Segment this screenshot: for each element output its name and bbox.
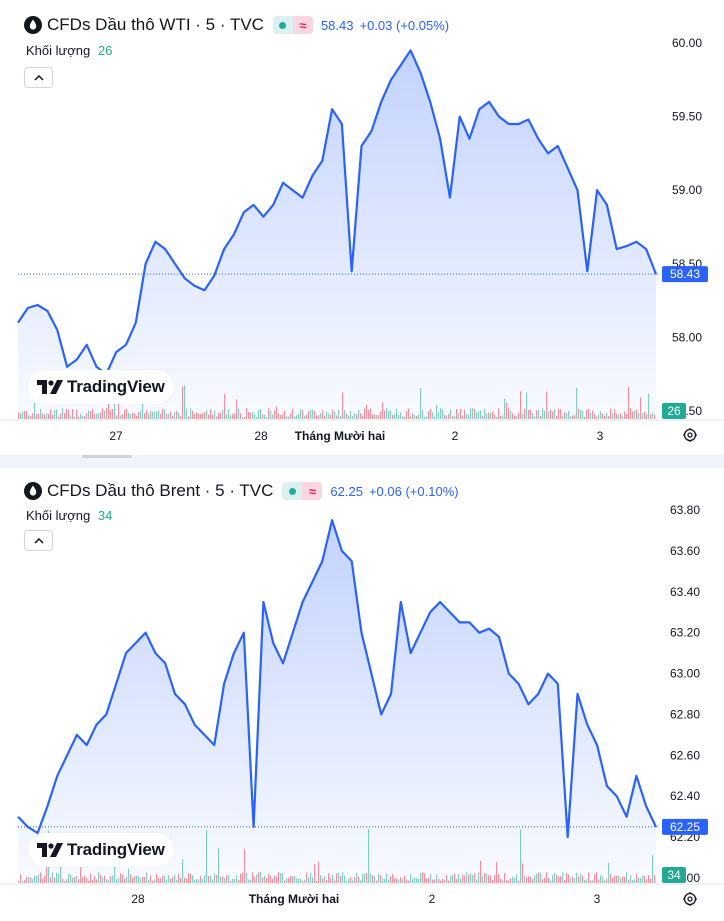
oil-drop-icon xyxy=(24,482,42,500)
market-open-dot-icon xyxy=(272,16,293,34)
gear-icon[interactable] xyxy=(682,427,698,443)
brent-volume-label: Khối lượng xyxy=(26,508,91,523)
wti-price-change: +0.03 (+0.05%) xyxy=(359,17,450,33)
brent-y-axis[interactable]: 63.80 63.60 63.40 63.20 63.00 62.80 62.60 62.40… xyxy=(670,503,700,885)
brent-plot[interactable]: 63.80 63.60 63.40 63.20 63.00 62.80 62.60 62.40… xyxy=(0,468,724,921)
wti-symbol-title[interactable]: CFDs Dầu thô WTI · 5 · TVC xyxy=(47,15,264,34)
brent-price-change: +0.06 (+0.10%) xyxy=(368,483,459,499)
wti-tradingview-logo[interactable]: TradingView xyxy=(28,370,174,404)
brent-y-tick-1: 63.60 xyxy=(670,544,700,558)
wti-volume-tag: 26 xyxy=(662,403,686,419)
brent-y-tick-4: 63.00 xyxy=(670,667,700,681)
brent-x-tick-0: 28 xyxy=(131,892,145,906)
wti-price-tag: 58.43 xyxy=(662,266,708,283)
approx-icon: ≈ xyxy=(302,482,323,500)
approx-icon: ≈ xyxy=(292,16,313,34)
brent-volume-legend: Khối lượng 34 xyxy=(26,508,112,523)
brent-price-area xyxy=(18,520,656,883)
brent-y-tick-5: 62.80 xyxy=(670,707,700,721)
brent-x-tick-3: 3 xyxy=(594,892,601,906)
brent-x-tick-1: Tháng Mười hai xyxy=(249,892,340,906)
tradingview-logo-icon xyxy=(37,380,63,394)
wti-x-tick-4: 3 xyxy=(597,429,604,443)
brent-status-badges[interactable]: ≈ xyxy=(282,482,323,500)
brent-symbol-title[interactable]: CFDs Dầu thô Brent · 5 · TVC xyxy=(47,481,274,500)
wti-x-tick-0: 27 xyxy=(109,429,123,443)
brent-y-tick-6: 62.60 xyxy=(670,748,700,762)
wti-volume-legend: Khối lượng 26 xyxy=(26,43,112,58)
brent-volume-tag-text: 34 xyxy=(667,868,681,882)
brent-price-tag: 62.25 xyxy=(662,818,708,835)
wti-x-tick-3: 2 xyxy=(452,429,459,443)
brent-collapse-legend-button[interactable] xyxy=(24,530,53,551)
market-open-dot-icon xyxy=(282,482,303,500)
wti-volume-value: 26 xyxy=(97,43,113,58)
panel-divider-handle[interactable] xyxy=(82,455,132,458)
gear-icon[interactable] xyxy=(682,891,698,907)
tradingview-logo-text: TradingView xyxy=(67,377,165,396)
oil-drop-icon xyxy=(24,16,42,34)
brent-volume-value: 34 xyxy=(97,508,113,523)
wti-x-tick-2: Tháng Mười hai xyxy=(295,429,386,443)
brent-x-tick-2: 2 xyxy=(429,892,436,906)
brent-tradingview-logo[interactable]: TradingView xyxy=(28,833,174,867)
brent-y-tick-2: 63.40 xyxy=(670,585,700,599)
wti-price-area xyxy=(18,50,656,420)
panel-divider[interactable] xyxy=(0,455,724,468)
brent-volume-tag: 34 xyxy=(662,867,686,883)
wti-legend-header: CFDs Dầu thô WTI · 5 · TVC ≈ 58.43 +0.03… xyxy=(24,14,449,36)
brent-price-tag-text: 62.25 xyxy=(670,820,700,834)
wti-volume-tag-text: 26 xyxy=(667,404,681,418)
brent-y-tick-7: 62.40 xyxy=(670,789,700,803)
brent-x-axis[interactable]: 28 Tháng Mười hai 2 3 xyxy=(131,892,600,906)
brent-last-price: 62.25 xyxy=(330,483,363,499)
wti-collapse-legend-button[interactable] xyxy=(24,67,53,88)
tradingview-logo-text: TradingView xyxy=(67,840,165,859)
wti-x-axis[interactable]: 27 28 Tháng Mười hai 2 3 xyxy=(109,429,603,443)
wti-y-tick-0: 60.00 xyxy=(672,36,702,50)
brent-chart-panel: 63.80 63.60 63.40 63.20 63.00 62.80 62.60 62.40… xyxy=(0,468,724,921)
wti-y-tick-2: 59.00 xyxy=(672,183,702,197)
wti-price-tag-text: 58.43 xyxy=(670,267,700,281)
chevron-up-icon xyxy=(33,537,44,544)
wti-price-line xyxy=(17,49,658,376)
wti-chart-panel: 60.00 59.50 59.00 58.50 58.00 57.50 27 28 Tháng… xyxy=(0,0,724,455)
brent-legend-header: CFDs Dầu thô Brent · 5 · TVC ≈ 62.25 +0.… xyxy=(24,480,459,502)
tradingview-logo-icon xyxy=(37,843,63,857)
wti-volume-label: Khối lượng xyxy=(26,43,91,58)
wti-x-tick-1: 28 xyxy=(254,429,268,443)
wti-y-tick-1: 59.50 xyxy=(672,110,702,124)
brent-y-tick-3: 63.20 xyxy=(670,626,700,640)
chevron-up-icon xyxy=(33,74,44,81)
brent-y-tick-0: 63.80 xyxy=(670,503,700,517)
wti-last-price: 58.43 xyxy=(320,17,354,33)
wti-y-tick-4: 58.00 xyxy=(672,330,702,344)
brent-price-line xyxy=(17,519,657,839)
wti-status-badges[interactable]: ≈ xyxy=(272,16,313,34)
